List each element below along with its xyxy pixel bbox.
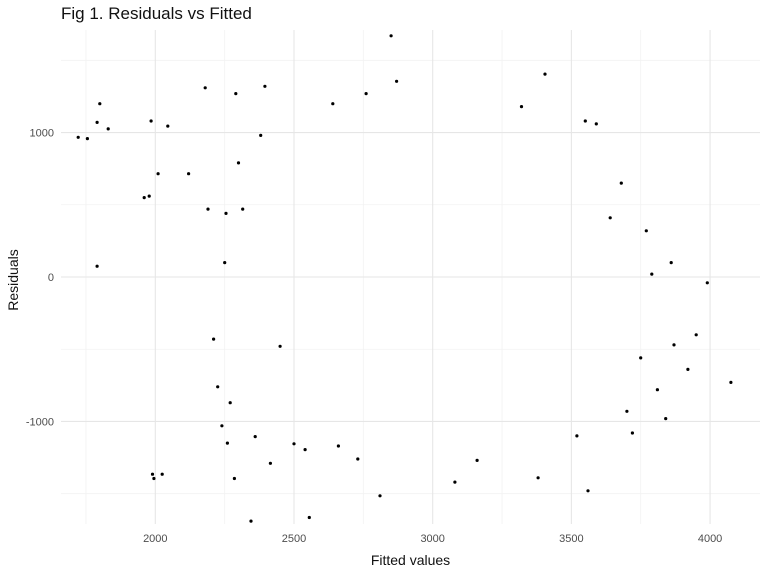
- data-point: [705, 281, 709, 285]
- y-tick-label: -1000: [26, 416, 54, 428]
- data-point: [95, 120, 99, 124]
- data-points: [76, 34, 733, 523]
- data-point: [241, 207, 245, 211]
- data-point: [236, 161, 241, 165]
- data-point: [378, 494, 382, 498]
- data-point: [669, 261, 673, 265]
- chart-title: Fig 1. Residuals vs Fitted: [61, 4, 252, 23]
- data-point: [664, 417, 668, 421]
- x-axis-ticks: 2000 2500 3000 3500 4000: [143, 533, 722, 545]
- data-point: [224, 211, 228, 215]
- data-point: [686, 367, 690, 371]
- data-point: [364, 92, 368, 96]
- data-point: [95, 264, 99, 268]
- x-tick-label: 2000: [143, 533, 167, 545]
- y-tick-label: 0: [48, 272, 54, 284]
- data-point: [160, 472, 164, 476]
- data-point: [268, 461, 272, 465]
- data-point: [694, 333, 698, 337]
- data-point: [395, 79, 399, 83]
- y-axis-ticks: -1000 0 1000: [26, 128, 54, 429]
- data-point: [203, 86, 207, 90]
- data-point: [152, 476, 156, 481]
- data-point: [336, 444, 340, 448]
- data-point: [249, 519, 253, 523]
- data-point: [639, 356, 643, 360]
- data-point: [644, 229, 648, 233]
- x-tick-label: 3500: [559, 533, 583, 545]
- data-point: [234, 92, 238, 96]
- data-point: [206, 207, 210, 211]
- data-point: [389, 34, 393, 38]
- x-tick-label: 4000: [698, 533, 722, 545]
- data-point: [76, 135, 80, 139]
- data-point: [619, 181, 623, 185]
- data-point: [263, 84, 267, 88]
- data-point: [655, 388, 660, 392]
- data-point: [156, 172, 160, 176]
- data-point: [586, 489, 590, 493]
- data-point: [303, 448, 307, 452]
- data-point: [147, 194, 151, 198]
- data-point: [142, 196, 146, 200]
- data-point: [278, 344, 282, 348]
- data-point: [453, 480, 457, 484]
- data-point: [220, 424, 224, 428]
- data-point: [650, 272, 654, 276]
- data-point: [98, 102, 102, 106]
- data-point: [292, 442, 296, 446]
- major-gridlines: [61, 30, 760, 524]
- data-point: [356, 457, 360, 461]
- data-point: [216, 385, 220, 389]
- data-point: [106, 127, 110, 131]
- data-point: [475, 458, 479, 462]
- data-point: [630, 431, 635, 435]
- data-point: [225, 441, 229, 445]
- data-point: [212, 337, 216, 341]
- data-point: [672, 343, 676, 347]
- x-tick-label: 3000: [420, 533, 444, 545]
- data-point: [85, 137, 89, 141]
- data-point: [187, 172, 191, 176]
- data-point: [536, 476, 540, 480]
- x-axis-label: Fitted values: [370, 552, 451, 568]
- data-point: [608, 216, 612, 220]
- y-axis-label: Residuals: [5, 249, 21, 311]
- data-point: [575, 434, 579, 438]
- data-point: [228, 401, 232, 405]
- y-tick-label: 1000: [30, 128, 54, 140]
- data-point: [223, 261, 227, 265]
- data-point: [519, 105, 524, 109]
- data-point: [232, 476, 236, 481]
- data-point: [259, 133, 263, 137]
- x-tick-label: 2500: [282, 533, 306, 545]
- data-point: [594, 122, 598, 126]
- data-point: [166, 124, 170, 128]
- data-point: [307, 515, 311, 520]
- data-point: [150, 472, 155, 476]
- data-point: [729, 380, 733, 384]
- data-point: [543, 72, 547, 76]
- data-point: [331, 102, 335, 106]
- data-point: [625, 409, 629, 413]
- data-point: [149, 119, 153, 123]
- data-point: [253, 435, 257, 439]
- data-point: [583, 119, 587, 123]
